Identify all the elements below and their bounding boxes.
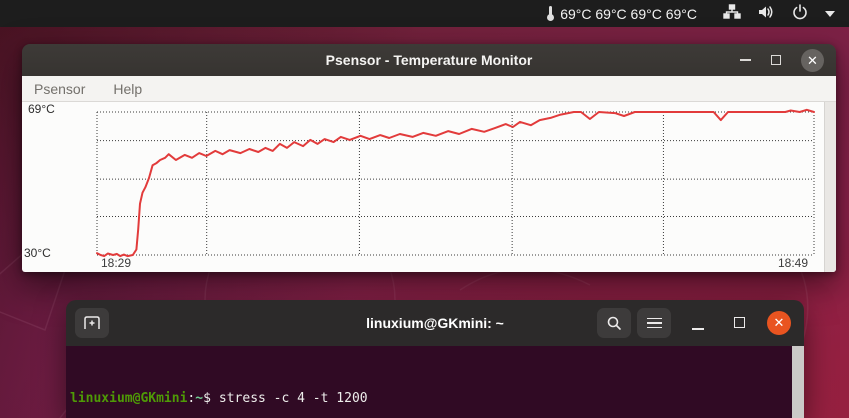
thermometer-icon	[547, 6, 555, 21]
hamburger-menu-icon	[646, 317, 662, 329]
maximize-icon[interactable]	[771, 55, 781, 65]
new-tab-icon	[84, 316, 100, 329]
chart-scrollbar[interactable]	[824, 102, 836, 272]
prompt-colon: :	[187, 391, 196, 406]
maximize-icon[interactable]	[734, 317, 745, 328]
terminal-scrollbar[interactable]	[792, 346, 804, 418]
menu-button[interactable]	[637, 308, 671, 338]
prompt-path: ~	[195, 391, 204, 406]
psensor-menubar: Psensor Help	[22, 76, 836, 102]
temperature-line-plot	[96, 108, 815, 258]
prompt-user-host: linuxium@GKmini	[70, 391, 188, 406]
chevron-down-icon[interactable]	[825, 10, 835, 17]
close-icon[interactable]: ✕	[801, 48, 824, 72]
psensor-titlebar[interactable]: Psensor - Temperature Monitor ✕	[22, 44, 836, 76]
y-axis-min-label: 30°C	[24, 246, 51, 260]
menu-help[interactable]: Help	[113, 80, 143, 97]
terminal-titlebar[interactable]: linuxium@GKmini: ~ ✕	[66, 300, 804, 346]
power-icon[interactable]	[792, 4, 808, 23]
menu-psensor[interactable]: Psensor	[34, 80, 86, 97]
search-icon	[607, 316, 621, 330]
prompt-dollar: $	[203, 391, 211, 406]
terminal-window-title: linuxium@GKmini: ~	[366, 315, 504, 331]
search-button[interactable]	[597, 308, 631, 338]
y-axis-max-label: 69°C	[28, 102, 55, 116]
terminal-command: stress -c 4 -t 1200	[218, 391, 368, 406]
top-bar: 69°C 69°C 69°C 69°C	[0, 0, 849, 27]
temperature-indicator[interactable]: 69°C 69°C 69°C 69°C	[547, 6, 697, 22]
minimize-icon[interactable]	[740, 59, 751, 61]
psensor-window: Psensor - Temperature Monitor ✕ Psensor …	[22, 44, 836, 272]
close-icon[interactable]: ✕	[767, 311, 791, 335]
network-icon[interactable]	[723, 4, 741, 23]
volume-icon[interactable]	[758, 4, 775, 23]
psensor-window-title: Psensor - Temperature Monitor	[325, 52, 533, 68]
x-axis-end-label: 18:49	[778, 256, 809, 270]
new-tab-button[interactable]	[75, 308, 109, 338]
temperature-readings: 69°C 69°C 69°C 69°C	[560, 5, 697, 22]
terminal-line-prompt: linuxium@GKmini:~$ stress -c 4 -t 1200	[70, 389, 788, 408]
terminal-body[interactable]: linuxium@GKmini:~$ stress -c 4 -t 1200 st…	[66, 346, 804, 418]
minimize-icon[interactable]	[692, 328, 704, 330]
temperature-chart: 69°C 30°C 18:29 18:49	[22, 102, 836, 272]
x-axis-start-label: 18:29	[101, 256, 132, 270]
terminal-window: linuxium@GKmini: ~ ✕ linuxium@GKmini:~$ s…	[66, 300, 804, 418]
